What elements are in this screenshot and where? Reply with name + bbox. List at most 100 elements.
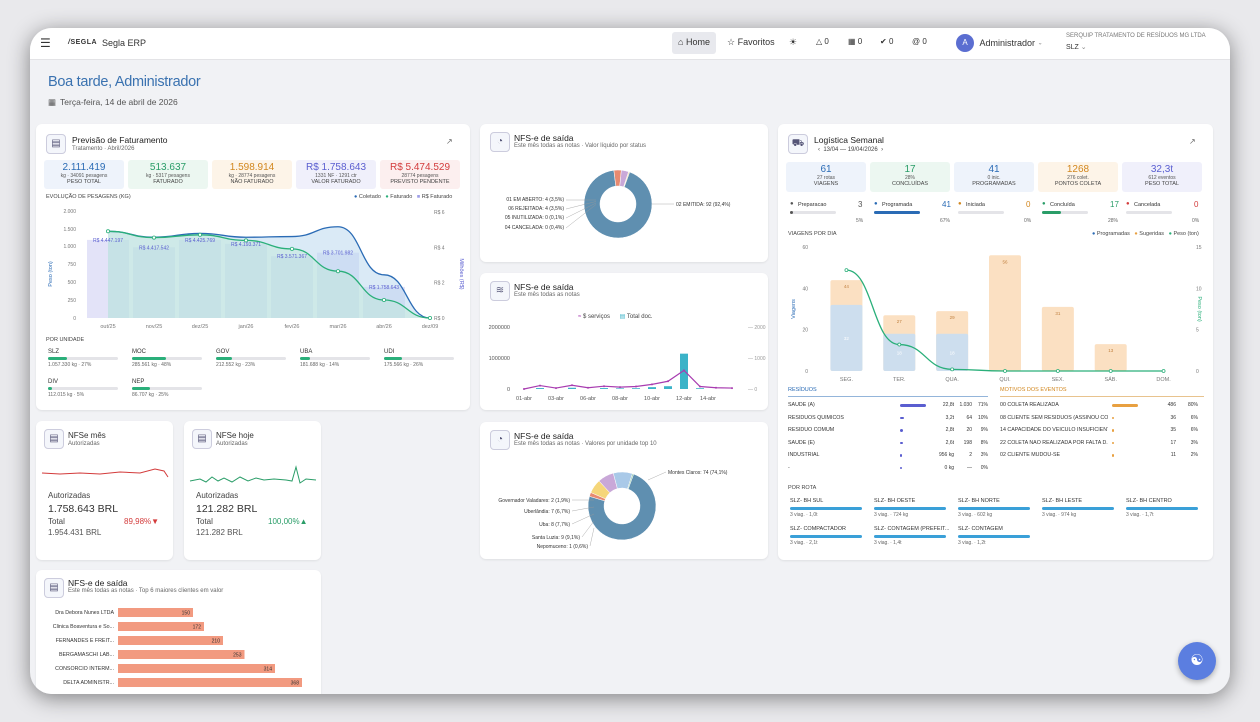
event-pct: 80%: [1187, 402, 1198, 408]
unit-bar-track: [132, 387, 202, 390]
home-button[interactable]: ⌂ Home: [672, 32, 716, 54]
residues-underline: [788, 396, 988, 397]
chevron-down-icon: ⌄: [1080, 44, 1087, 51]
services-point: [635, 385, 637, 388]
kpi-detail: 27 rotas: [816, 175, 836, 181]
external-link-icon[interactable]: ↗: [446, 137, 453, 146]
user-menu[interactable]: A Administrador ⌄: [956, 34, 1043, 52]
services-line: [523, 369, 733, 390]
app-window: ☰ /SEGLA Segla ERP ⌂ Home ☆ Favoritos ☀ …: [30, 28, 1230, 694]
y2-tick-label: — 0: [748, 387, 757, 393]
x-tick-label: 06-abr: [580, 396, 596, 402]
status-dot-icon: ●: [1042, 201, 1046, 207]
kpi-label: CONCLUÍDAS: [891, 181, 929, 187]
route-info: 3 viag. · 602 kg: [958, 512, 993, 518]
route-name: SLZ- BH NORTE: [958, 498, 1000, 504]
category-label: Clinica Boaventura e So...: [53, 624, 114, 630]
event-name: 08 CLIENTE SEM RESÍDUOS (ASSINOU CO...: [1000, 414, 1108, 421]
y2-tick-label: R$ 4: [434, 245, 445, 251]
mentions-button[interactable]: @ 0: [912, 37, 927, 46]
total-doc-bar: [664, 386, 672, 389]
total-label: Total: [48, 517, 65, 526]
x-tick-label: dez/25: [192, 324, 209, 330]
kpi-tile: 513.637 kg · 5317 pesagens FATURADO: [128, 160, 208, 189]
revenue-label: R$ 3.701.982: [323, 251, 353, 257]
y2-tick-label: — 1000: [748, 356, 766, 362]
total-doc-bar: [568, 387, 576, 389]
residue-kg: 2: [969, 452, 972, 458]
card-title: NFS-e de saída: [68, 578, 128, 588]
services-point: [555, 387, 557, 390]
auth-label: Autorizadas: [48, 491, 91, 500]
weight-point: [950, 367, 955, 372]
revenue-label: R$ 4.447.197: [93, 238, 123, 244]
y-tick-label: 2.000: [63, 209, 76, 215]
route-name: SLZ- CONTAGEM (PREFEIT...: [874, 526, 950, 532]
kpi-label: VIAGENS: [813, 181, 839, 187]
units-donut-chart: Montes Claros: 74 (74,1%) Governador Vala…: [498, 470, 727, 550]
slice-label: 05 INUTILIZADA: 0 (0,1%): [505, 215, 565, 221]
billing-forecast-card: ▤ Previsão de Faturamento Tratamento · A…: [36, 124, 470, 410]
residue-weight: 0 kg: [944, 464, 954, 471]
y-tick-label: 40: [802, 286, 808, 292]
sparkline: [41, 468, 169, 478]
menu-icon[interactable]: ☰: [40, 36, 51, 50]
home-icon: ⌂: [678, 37, 684, 47]
kpi-tile: 1.598.914 kg · 28774 pesagens NÃO FATURADO: [212, 160, 292, 189]
faturado-line: [107, 230, 431, 319]
unit-bar-track: [48, 387, 118, 390]
event-name: 00 COLETA REALIZADA: [1000, 402, 1059, 408]
services-point: [699, 385, 701, 388]
bar-value-label: 150: [182, 610, 191, 616]
residue-name: RESIDUOS QUIMICOS: [788, 414, 844, 421]
check-circle-icon: ✔: [880, 37, 887, 46]
nfse-status-card: ◔ NFS-e de saída Este mês todas as notas…: [480, 124, 768, 262]
route-name: SLZ- BH LESTE: [1042, 498, 1083, 504]
bar-value-label: 172: [193, 624, 202, 630]
kpi-value: 61: [820, 164, 832, 175]
status-count: 17: [1110, 200, 1119, 209]
card-subtitle: Este mês todas as notas: [514, 292, 580, 298]
kpi-tile: R$ 1.758.643 1331 NF · 1291 ctr VALOR FATU…: [296, 160, 376, 189]
route-bar: [790, 535, 862, 538]
residue-pct: 71%: [977, 402, 988, 408]
total-value: 121.282 BRL: [196, 528, 243, 537]
residue-kg: —: [967, 464, 972, 471]
x-tick-label: abr/26: [376, 324, 392, 330]
week-selector[interactable]: ‹ 13/04 — 19/04/2026 ›: [818, 147, 884, 153]
residue-bar: [900, 441, 903, 444]
event-bar: [1112, 416, 1114, 419]
theme-toggle-icon[interactable]: ☀: [789, 37, 798, 47]
nfse-today-summary-card: ▤ NFSe hoje Autorizadas Autorizadas 121.…: [184, 421, 321, 560]
bar-value-label: 314: [264, 666, 273, 672]
unit-bar-fill: [384, 357, 403, 360]
unit-name: MOC: [132, 349, 146, 355]
kpi-detail: kg · 34091 pesagens: [60, 173, 108, 179]
calendar-button[interactable]: ▦ 0: [848, 37, 863, 46]
headset-icon: ☯: [1190, 652, 1204, 669]
chart-title: EVOLUÇÃO DE PESAGENS (KG): [46, 194, 131, 200]
branch-selector[interactable]: SLZ ⌄: [1066, 44, 1087, 51]
revenue-label: R$ 3.571.367: [277, 254, 307, 260]
status-dot-icon: ●: [874, 201, 878, 207]
status-pct: 0%: [1024, 218, 1032, 224]
notifications-button[interactable]: △ 0: [816, 37, 829, 46]
client-bar: [118, 678, 302, 687]
x-tick-label: SEG.: [840, 377, 854, 383]
kpi-value: R$ 5.474.529: [389, 162, 451, 173]
favorites-button[interactable]: ☆ Favoritos: [727, 37, 775, 47]
event-count: 36: [1170, 414, 1176, 421]
support-button[interactable]: ☯: [1178, 642, 1216, 680]
routes-title: POR ROTA: [788, 485, 817, 491]
status-name: Preparacao: [798, 202, 827, 208]
card-subtitle: Este mês todas as notas · Valor líquido …: [514, 143, 646, 149]
status-bar-fill: [1042, 211, 1062, 214]
nfse-month-card: ≋ NFS-e de saída Este mês todas as notas…: [480, 273, 768, 410]
programmed-bar: [883, 333, 916, 371]
residue-kg: 20: [966, 427, 972, 433]
external-link-icon[interactable]: ↗: [1189, 137, 1196, 146]
tasks-button[interactable]: ✔ 0: [880, 37, 894, 46]
kpi-value: 17: [904, 164, 916, 175]
x-tick-label: QUI.: [999, 377, 1011, 383]
residue-bar: [900, 466, 902, 469]
